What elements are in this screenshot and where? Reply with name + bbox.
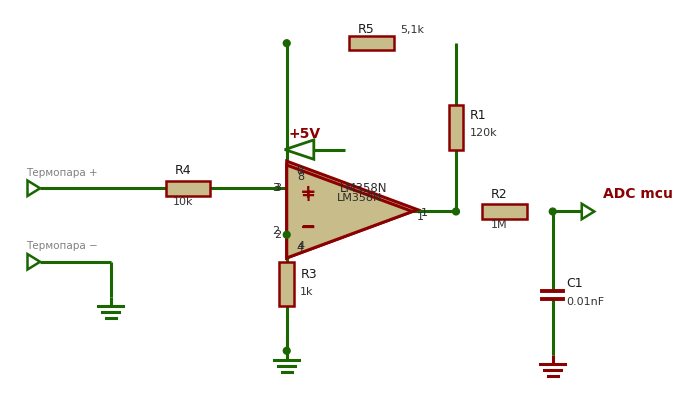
Bar: [349, 36, 394, 50]
Circle shape: [549, 208, 556, 215]
Text: 3: 3: [274, 183, 281, 193]
Text: LM358N: LM358N: [340, 182, 388, 195]
Polygon shape: [287, 165, 412, 258]
Text: Термопара +: Термопара +: [25, 168, 97, 178]
Text: 10k: 10k: [173, 197, 193, 207]
Circle shape: [284, 347, 290, 354]
Circle shape: [453, 208, 460, 215]
Text: LM358N: LM358N: [336, 193, 382, 203]
Text: 4: 4: [297, 243, 304, 253]
Text: +: +: [300, 183, 316, 202]
Bar: [482, 204, 527, 219]
Text: 2: 2: [274, 230, 281, 240]
Text: 1k: 1k: [300, 287, 314, 297]
Circle shape: [284, 40, 290, 47]
Text: 1M: 1M: [491, 220, 508, 230]
Text: R1: R1: [469, 109, 486, 122]
Bar: [449, 105, 463, 150]
Text: 8: 8: [298, 172, 305, 182]
Text: 1: 1: [421, 208, 428, 219]
Text: 5,1k: 5,1k: [400, 25, 425, 35]
Text: R5: R5: [358, 23, 375, 36]
Text: −: −: [301, 218, 316, 236]
Text: 2: 2: [272, 226, 279, 236]
Circle shape: [284, 231, 290, 238]
Polygon shape: [287, 161, 417, 258]
Text: R2: R2: [491, 187, 508, 200]
Bar: [166, 181, 210, 196]
Text: −: −: [300, 217, 316, 237]
Bar: [279, 262, 294, 306]
Text: 1: 1: [416, 212, 423, 222]
Text: +5V: +5V: [288, 127, 321, 141]
Text: 4: 4: [298, 241, 305, 251]
Text: R3: R3: [300, 268, 317, 281]
Text: 3: 3: [272, 183, 279, 193]
Text: Термопара −: Термопара −: [25, 241, 97, 251]
Text: ADC mcu: ADC mcu: [603, 187, 673, 201]
Text: R4: R4: [175, 164, 192, 177]
Text: 0.01nF: 0.01nF: [566, 298, 604, 307]
Text: C1: C1: [566, 277, 583, 290]
Text: +: +: [301, 187, 316, 205]
Text: 8: 8: [297, 166, 304, 176]
Text: 120k: 120k: [469, 128, 497, 138]
